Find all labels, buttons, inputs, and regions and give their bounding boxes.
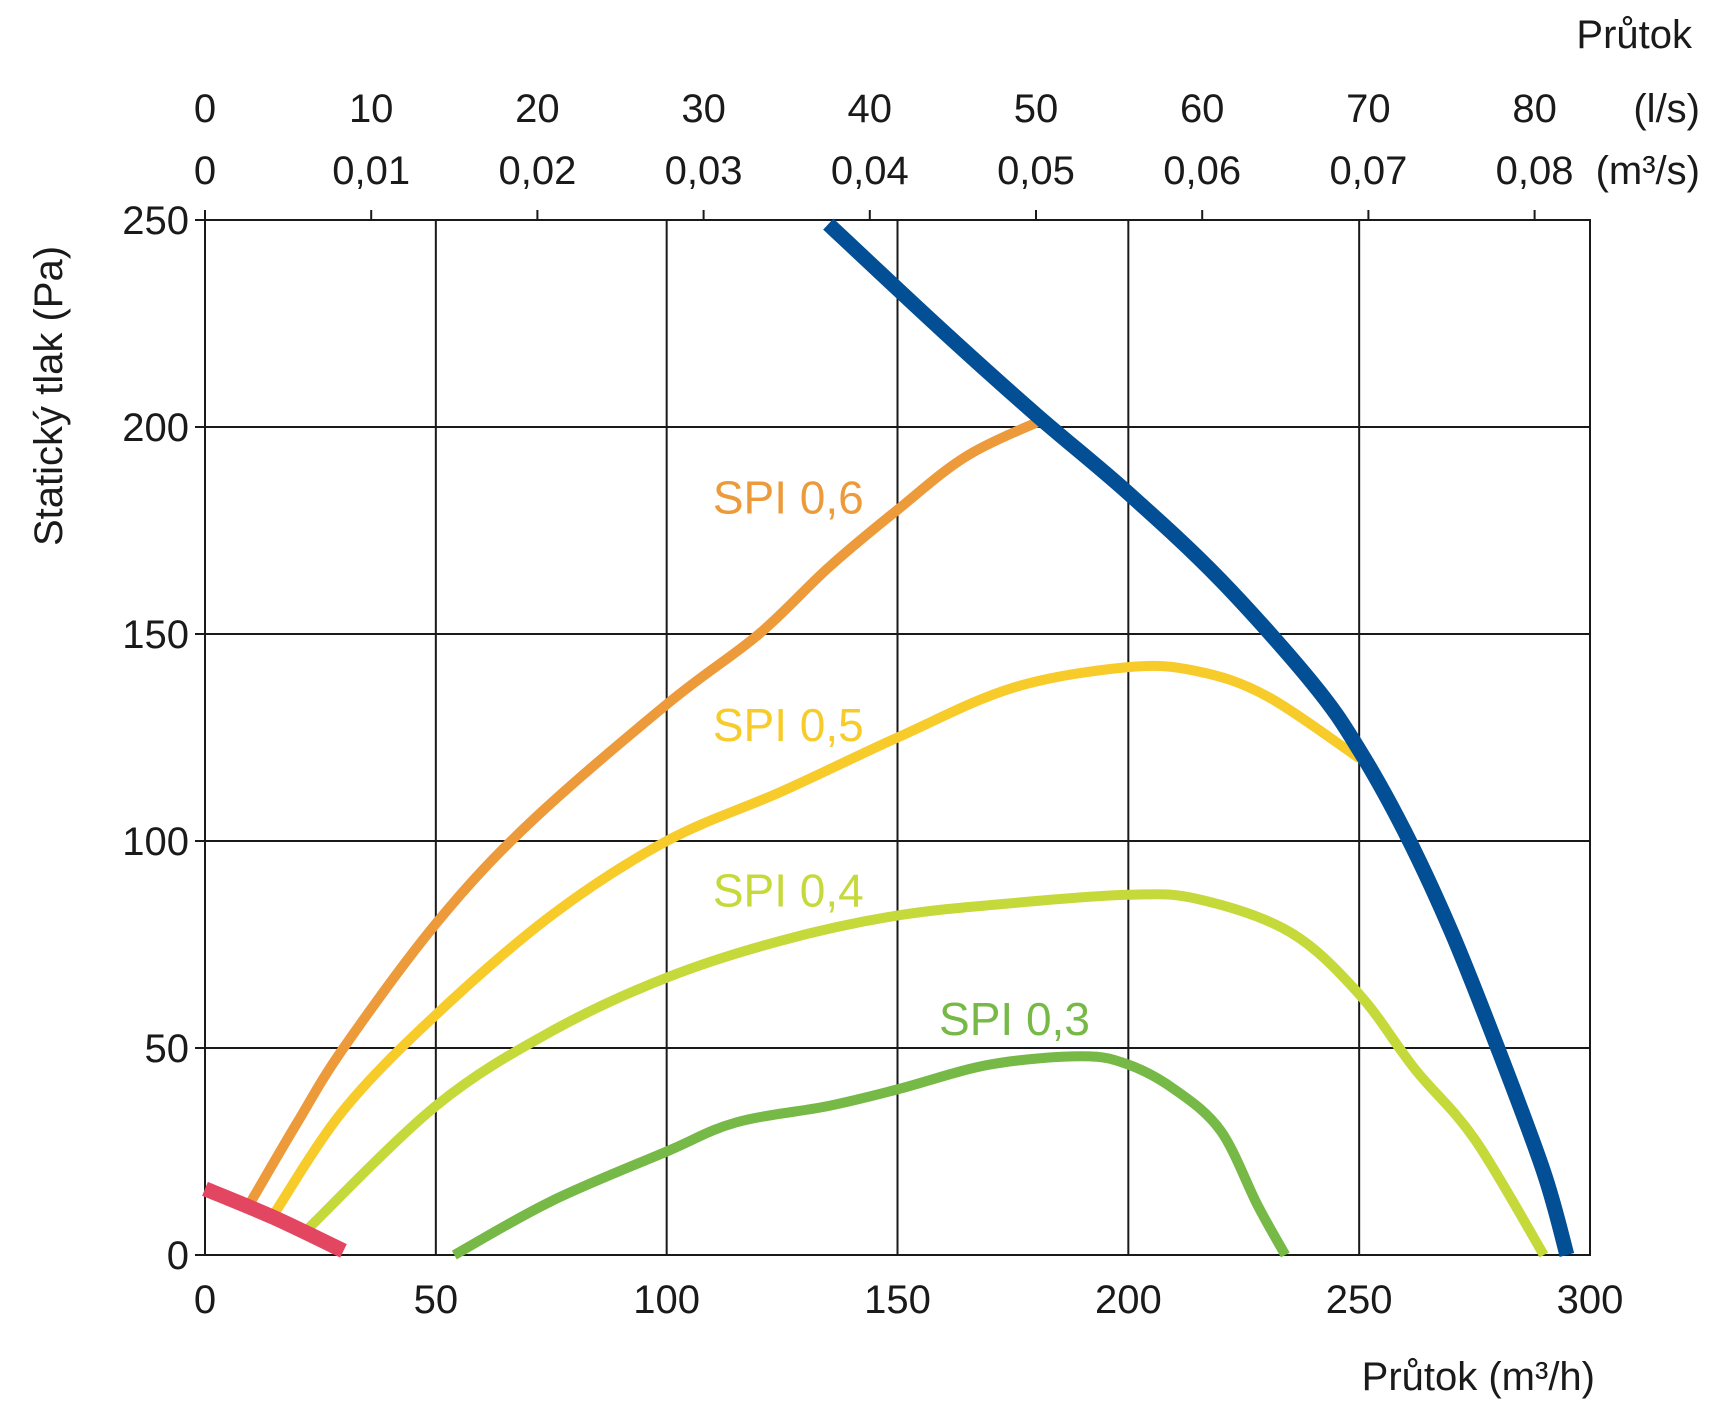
- series-line-spi-0-4: [303, 889, 1549, 1258]
- series-line-curve-5: [202, 1181, 347, 1258]
- top-tick-label-m3s: 0,02: [498, 149, 576, 193]
- series-line-spi-0-3: [451, 1051, 1290, 1260]
- top-tick-label-m3s: 0,06: [1163, 149, 1241, 193]
- top-tick-label-m3s: 0,08: [1496, 149, 1574, 193]
- top-tick-label-ls: 70: [1346, 87, 1391, 131]
- x-axis-title: Průtok (m³/h): [1362, 1355, 1595, 1399]
- top-tick-label-ls: 60: [1180, 87, 1225, 131]
- y-tick-label: 150: [122, 613, 189, 657]
- y-tick-label: 250: [122, 199, 189, 243]
- series-label-spi-0-4: SPI 0,4: [713, 865, 864, 917]
- x-tick-label: 300: [1557, 1278, 1624, 1322]
- y-axis-title: Statický tlak (Pa): [27, 246, 71, 546]
- x-tick-label: 250: [1326, 1278, 1393, 1322]
- top-tick-label-ls: 30: [681, 87, 726, 131]
- top-tick-label-ls: 50: [1014, 87, 1059, 131]
- top-tick-label-ls: 80: [1512, 87, 1557, 131]
- x-axis-ticks: 0 50 100 150 200 250 300: [194, 1278, 1624, 1322]
- y-tick-label: 0: [167, 1234, 189, 1278]
- x-tick-label: 200: [1095, 1278, 1162, 1322]
- top-axis-title: Průtok: [1576, 13, 1693, 57]
- top-tick-label-m3s: 0,05: [997, 149, 1075, 193]
- plot-frame: [204, 219, 1591, 1256]
- top-axis-ticks: 0 10 20 30 40 50 60 70 80 0 0,01 0,02 0,03 0,04 0,05 0,…: [194, 87, 1574, 220]
- series-label-spi-0-5: SPI 0,5: [713, 699, 864, 751]
- top-tick-label-ls: 0: [194, 87, 216, 131]
- top-tick-label-m3s: 0,07: [1329, 149, 1407, 193]
- series-layer: [202, 218, 1575, 1260]
- top-axis-unit-ls: (l/s): [1633, 87, 1700, 131]
- x-tick-label: 50: [414, 1278, 459, 1322]
- top-axis-unit-m3s: (m³/s): [1596, 149, 1700, 193]
- top-tick-label-m3s: 0,01: [332, 149, 410, 193]
- x-tick-label: 150: [864, 1278, 931, 1322]
- y-tick-label: 100: [122, 820, 189, 864]
- top-tick-label-ls: 10: [349, 87, 394, 131]
- y-axis-ticks: 0 50 100 150 200 250: [122, 199, 205, 1278]
- top-tick-label-m3s: 0,04: [831, 149, 909, 193]
- top-tick-label-m3s: 0: [194, 149, 216, 193]
- y-tick-label: 50: [145, 1027, 190, 1071]
- y-tick-label: 200: [122, 406, 189, 450]
- series-line-spi-0-5: [270, 660, 1362, 1217]
- x-tick-label: 0: [194, 1278, 216, 1322]
- top-tick-label-ls: 40: [848, 87, 893, 131]
- x-tick-label: 100: [633, 1278, 700, 1322]
- series-line-curve-4: [823, 218, 1575, 1257]
- top-tick-label-m3s: 0,03: [665, 149, 743, 193]
- series-label-spi-0-3: SPI 0,3: [939, 993, 1090, 1045]
- series-label-spi-0-6: SPI 0,6: [713, 471, 864, 523]
- series-line-spi-0-6: [246, 414, 1048, 1204]
- top-tick-label-ls: 20: [515, 87, 560, 131]
- series-labels: SPI 0,6 SPI 0,5 SPI 0,4 SPI 0,3: [713, 471, 1090, 1045]
